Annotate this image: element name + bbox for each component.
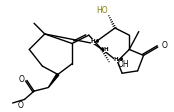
Text: O: O	[19, 75, 25, 84]
Text: OH: OH	[117, 60, 129, 69]
Text: O: O	[17, 101, 23, 110]
Text: H: H	[114, 57, 118, 62]
Text: H: H	[91, 39, 95, 44]
Polygon shape	[48, 74, 59, 88]
Text: HO: HO	[96, 6, 108, 15]
Text: H: H	[104, 47, 108, 52]
Text: O: O	[161, 41, 167, 50]
